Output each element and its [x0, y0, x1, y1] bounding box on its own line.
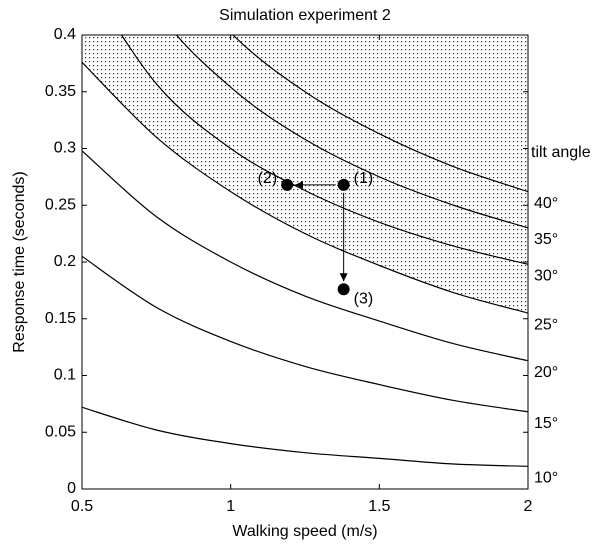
- series-label: 10°: [534, 470, 558, 487]
- shaded-area: [82, 35, 528, 314]
- series-label: 30°: [534, 267, 558, 284]
- series-label: 20°: [534, 364, 558, 381]
- x-tick-label: 0.5: [71, 498, 93, 515]
- y-tick-label: 0.05: [45, 423, 76, 440]
- y-tick-label: 0.4: [54, 26, 76, 43]
- series-line: [82, 406, 528, 467]
- series-label: 35°: [534, 231, 558, 248]
- series-line: [175, 35, 528, 229]
- y-tick-label: 0.1: [54, 367, 76, 384]
- series-line: [232, 35, 528, 193]
- x-axis-label: Walking speed (m/s): [232, 523, 377, 540]
- y-tick-label: 0.35: [45, 83, 76, 100]
- point: [337, 178, 350, 191]
- series-line: [82, 61, 528, 314]
- series-line: [82, 255, 528, 413]
- series-label: 40°: [534, 195, 558, 212]
- x-tick-label: 1.5: [368, 498, 390, 515]
- series-label: 25°: [534, 316, 558, 333]
- chart-title: Simulation experiment 2: [219, 7, 391, 24]
- x-tick-label: 1: [226, 498, 235, 515]
- point: [281, 178, 294, 191]
- point-label: (3): [354, 290, 374, 307]
- legend-title: tilt angle: [531, 144, 591, 161]
- series-line: [82, 150, 528, 362]
- point-label: (2): [258, 170, 278, 187]
- y-tick-label: 0: [67, 480, 76, 497]
- y-tick-label: 0.2: [54, 253, 76, 270]
- series-label: 15°: [534, 415, 558, 432]
- point: [337, 283, 350, 296]
- y-tick-label: 0.25: [45, 196, 76, 213]
- x-tick-label: 2: [524, 498, 533, 515]
- y-axis-label: Response time (seconds): [11, 171, 28, 352]
- y-tick-label: 0.15: [45, 310, 76, 327]
- series-line: [120, 35, 528, 265]
- point-label: (1): [354, 170, 374, 187]
- y-tick-label: 0.3: [54, 140, 76, 157]
